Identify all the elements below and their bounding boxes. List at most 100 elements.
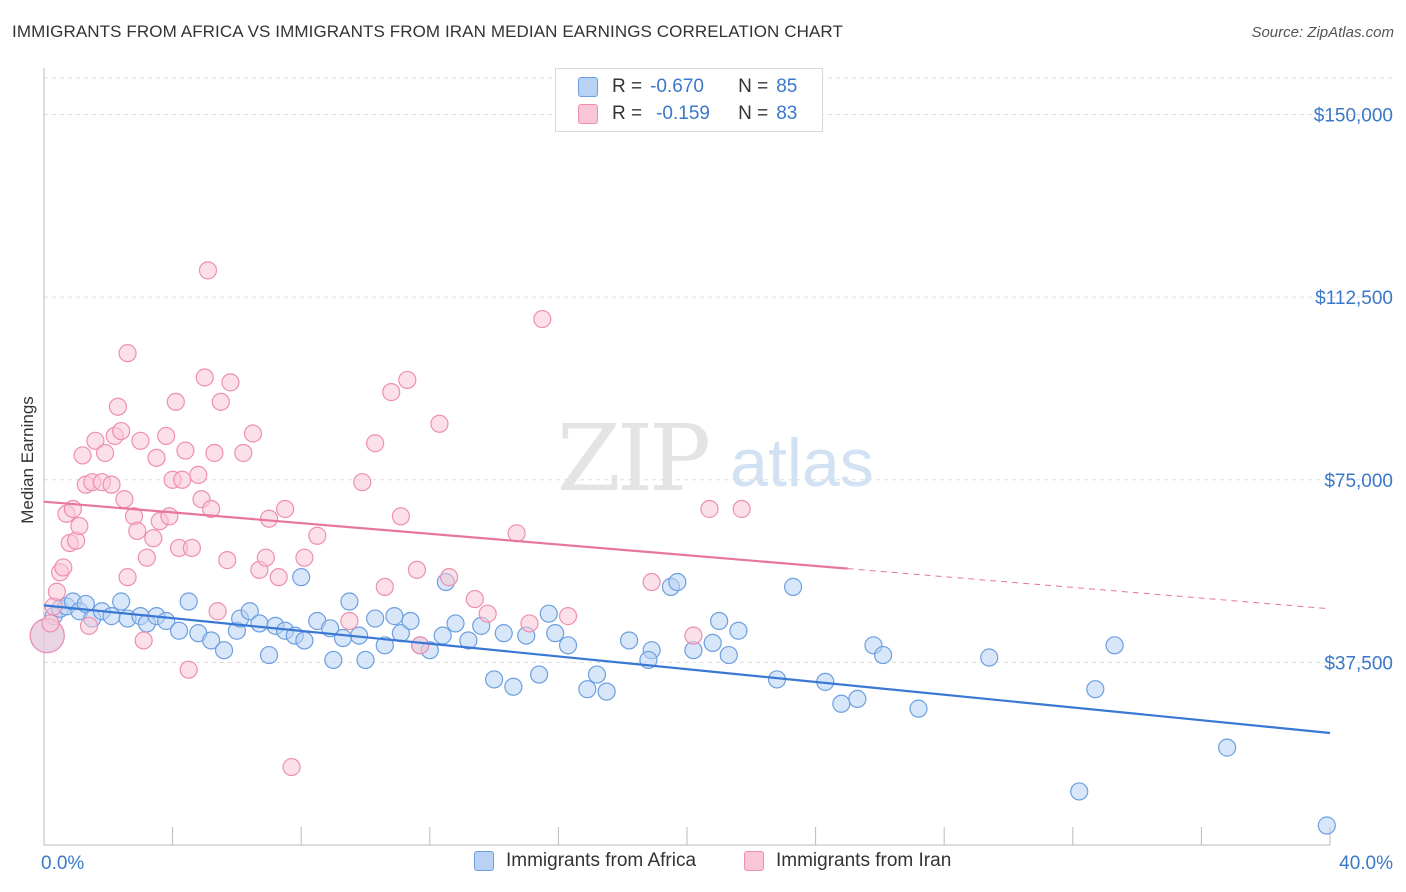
africa-point [587, 665, 607, 684]
iran-point [295, 548, 314, 567]
legend-r-label: R = [612, 103, 643, 124]
series-iran-points [29, 261, 751, 777]
africa-point [356, 650, 375, 670]
iran-point [208, 602, 227, 621]
africa-point [240, 602, 259, 621]
iran-point [558, 607, 578, 626]
y-tick-label: $112,500 [1315, 288, 1393, 309]
iran-trend-line-extension [847, 568, 1331, 610]
africa-point [558, 636, 578, 655]
iran-point [79, 616, 99, 635]
africa-point [292, 568, 311, 587]
africa-point [250, 614, 269, 633]
iran-point [256, 548, 275, 567]
africa-point [333, 628, 353, 648]
series-legend: Immigrants from Africa Immigrants from I… [0, 850, 1406, 880]
africa-point [729, 621, 748, 640]
legend-swatch-iran [744, 851, 764, 871]
africa-point [295, 631, 314, 650]
iran-point [439, 568, 459, 587]
africa-point [1070, 782, 1089, 801]
iran-point [137, 548, 156, 567]
x-tick-label: 40.0% [1339, 853, 1393, 874]
y-tick-label: $37,500 [1324, 653, 1393, 674]
iran-point [144, 529, 163, 548]
legend-row-iran: R = -0.159 N = 83 [578, 101, 797, 127]
chart-source: Source: ZipAtlas.com [1251, 24, 1394, 41]
legend-label-iran: Immigrants from Iran [776, 850, 952, 871]
iran-point [382, 383, 401, 402]
iran-point [478, 604, 497, 623]
africa-point [169, 621, 189, 640]
africa-point [668, 572, 687, 592]
iran-point [70, 516, 89, 536]
iran-trend-line [43, 500, 848, 570]
iran-point [205, 443, 224, 463]
iran-point [73, 446, 92, 465]
iran-point [211, 392, 230, 411]
legend-n-value: 83 [776, 103, 798, 124]
iran-point [54, 558, 73, 577]
iran-point [269, 568, 288, 587]
iran-point [95, 443, 115, 463]
grid-lines [44, 77, 1392, 663]
iran-point [157, 426, 176, 446]
legend-label-africa: Immigrants from Africa [506, 850, 697, 871]
africa-point [620, 631, 639, 650]
iran-point [340, 611, 359, 631]
iran-point [243, 424, 263, 443]
iran-point [276, 499, 295, 519]
iran-point [86, 431, 105, 450]
y-tick-labels: $37,500 $75,000 $112,500 $150,000 [1314, 106, 1393, 675]
iran-point [375, 577, 394, 596]
africa-point [433, 626, 452, 645]
iran-point [700, 499, 719, 519]
africa-point [832, 694, 851, 713]
iran-point [147, 448, 166, 467]
africa-point [446, 614, 465, 633]
iran-point [684, 626, 703, 645]
series-africa-points [29, 568, 1336, 835]
iran-point [160, 507, 179, 526]
africa-point [783, 577, 803, 596]
legend-r-label: R = [612, 76, 643, 97]
iran-point [259, 509, 279, 528]
africa-point [530, 665, 549, 684]
correlation-legend: R = -0.670 N = 85 R = -0.159 N = 83 [555, 68, 823, 132]
africa-point [385, 607, 404, 626]
iran-point [391, 507, 410, 526]
africa-point [578, 680, 597, 699]
africa-point [485, 670, 504, 689]
africa-point [375, 636, 394, 655]
africa-trend-line [43, 604, 1331, 735]
iran-point [218, 551, 237, 570]
iran-point [118, 568, 137, 587]
iran-point [221, 373, 240, 392]
axes [43, 68, 1331, 846]
iran-point [134, 631, 153, 650]
iran-point [128, 521, 147, 540]
africa-point [179, 592, 198, 611]
iran-point [198, 261, 218, 280]
iran-point [353, 473, 372, 492]
africa-point [1218, 738, 1237, 757]
y-tick-label: $75,000 [1324, 471, 1393, 492]
iran-point [411, 636, 430, 655]
iran-point [366, 434, 385, 453]
iran-point [166, 392, 185, 411]
iran-point [47, 582, 66, 601]
iran-point [430, 414, 449, 433]
africa-point [710, 611, 729, 631]
iran-point [642, 572, 661, 592]
x-tick-label: 0.0% [41, 853, 84, 874]
africa-point [324, 650, 343, 670]
iran-point [102, 475, 121, 494]
legend-item-iran: Immigrants from Iran [744, 850, 951, 872]
iran-point [182, 538, 201, 558]
africa-point [401, 611, 420, 631]
africa-point [459, 631, 478, 650]
iran-point [195, 368, 214, 387]
legend-n-label: N = [738, 103, 769, 124]
legend-n-label: N = [738, 76, 769, 97]
